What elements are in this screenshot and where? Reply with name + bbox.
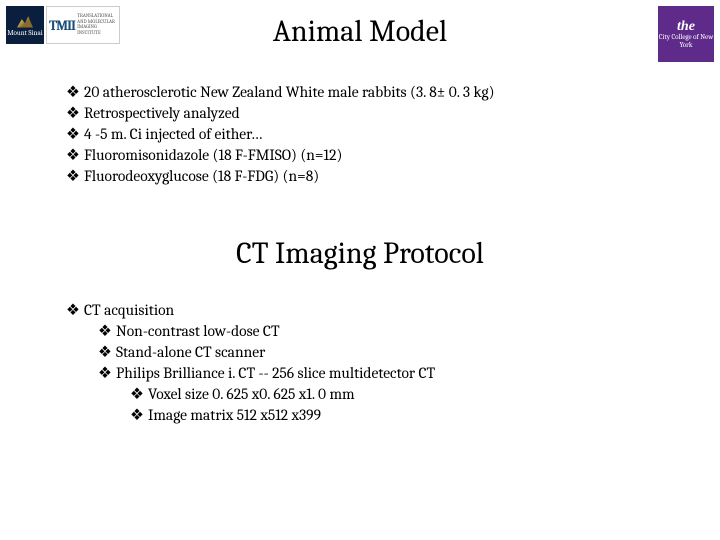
list-item: ❖Non-contrast low-dose CT — [98, 321, 435, 342]
list-text: Voxel size 0. 625 x0. 625 x1. 0 mm — [148, 384, 355, 405]
list-text: Fluoromisonidazole (18 F-FMISO) (n=12) — [84, 145, 342, 166]
section-ct-imaging: ❖CT acquisition ❖Non-contrast low-dose C… — [66, 300, 435, 426]
list-item: ❖4 -5 m. Ci injected of either… — [66, 124, 495, 145]
list-item: ❖Voxel size 0. 625 x0. 625 x1. 0 mm — [130, 384, 435, 405]
bullet-icon: ❖ — [98, 363, 116, 384]
bullet-icon: ❖ — [66, 166, 84, 187]
heading-ct-imaging: CT Imaging Protocol — [0, 236, 720, 271]
list-text: Stand-alone CT scanner — [116, 342, 265, 363]
bullet-icon: ❖ — [98, 321, 116, 342]
list-item: ❖Image matrix 512 x512 x399 — [130, 405, 435, 426]
list-text: Non-contrast low-dose CT — [116, 321, 280, 342]
list-text: Fluorodeoxyglucose (18 F-FDG) (n=8) — [84, 166, 319, 187]
bullet-icon: ❖ — [66, 145, 84, 166]
list-text: 4 -5 m. Ci injected of either… — [84, 124, 262, 145]
list-item: ❖CT acquisition — [66, 300, 435, 321]
heading-animal-model: Animal Model — [0, 14, 720, 49]
list-text: CT acquisition — [84, 300, 174, 321]
list-item: ❖20 atherosclerotic New Zealand White ma… — [66, 82, 495, 103]
list-item: ❖Philips Brilliance i. CT -- 256 slice m… — [98, 363, 435, 384]
bullet-icon: ❖ — [130, 405, 148, 426]
list-item: ❖Stand-alone CT scanner — [98, 342, 435, 363]
bullet-icon: ❖ — [130, 384, 148, 405]
bullet-icon: ❖ — [66, 124, 84, 145]
bullet-icon: ❖ — [98, 342, 116, 363]
list-text: 20 atherosclerotic New Zealand White mal… — [84, 82, 495, 103]
list-text: Philips Brilliance i. CT -- 256 slice mu… — [116, 363, 435, 384]
list-item: ❖Fluorodeoxyglucose (18 F-FDG) (n=8) — [66, 166, 495, 187]
list-item: ❖Retrospectively analyzed — [66, 103, 495, 124]
list-text: Retrospectively analyzed — [84, 103, 240, 124]
section-animal-model: ❖20 atherosclerotic New Zealand White ma… — [66, 82, 495, 187]
bullet-icon: ❖ — [66, 300, 84, 321]
list-text: Image matrix 512 x512 x399 — [148, 405, 321, 426]
bullet-icon: ❖ — [66, 82, 84, 103]
bullet-icon: ❖ — [66, 103, 84, 124]
list-item: ❖Fluoromisonidazole (18 F-FMISO) (n=12) — [66, 145, 495, 166]
